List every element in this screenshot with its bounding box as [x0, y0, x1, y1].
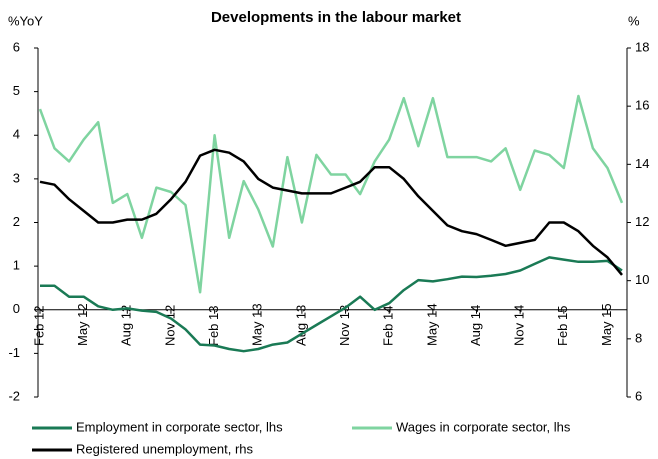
y-tick-label: -2 [8, 388, 20, 403]
x-tick-label: Feb 15 [555, 306, 570, 346]
y-axis-label: %YoY [8, 13, 43, 28]
x-tick-label: Feb 12 [31, 306, 46, 346]
chart-title: Developments in the labour market [211, 9, 461, 26]
x-tick-label: Nov 14 [512, 305, 527, 346]
y-tick-label: 2 [13, 214, 20, 229]
x-tick-label: Feb 13 [206, 306, 221, 346]
x-tick-label: May 12 [75, 303, 90, 346]
y-tick-label: 1 [13, 258, 20, 273]
y-tick-label: -1 [8, 345, 20, 360]
x-tick-label: Feb 14 [381, 306, 396, 346]
y2-axis-label: % [628, 13, 640, 28]
legend-label: Wages in corporate sector, lhs [396, 419, 571, 434]
series-line [39, 148, 623, 276]
x-tick-label: May 14 [424, 303, 439, 346]
y2-tick-label: 18 [635, 39, 649, 54]
y-tick-label: 0 [13, 301, 20, 316]
x-tick-label: May 13 [250, 303, 265, 346]
x-tick-label: May 15 [599, 303, 614, 346]
y2-tick-label: 10 [635, 272, 649, 287]
y-tick-label: 6 [13, 39, 20, 54]
y-tick-label: 3 [13, 170, 20, 185]
x-tick-label: Aug 13 [293, 305, 308, 346]
y2-tick-label: 16 [635, 98, 649, 113]
y2-tick-label: 14 [635, 156, 649, 171]
legend-label: Employment in corporate sector, lhs [76, 419, 283, 434]
series-line [40, 256, 623, 353]
x-tick-label: Nov 12 [162, 305, 177, 346]
y2-tick-label: 6 [635, 388, 642, 403]
series-line [38, 94, 624, 294]
y-tick-label: 4 [13, 127, 20, 142]
y-tick-label: 5 [13, 83, 20, 98]
x-tick-label: Nov 13 [337, 305, 352, 346]
legend-label: Registered unemployment, rhs [76, 441, 254, 456]
x-tick-label: Aug 12 [119, 305, 134, 346]
y2-tick-label: 8 [635, 330, 642, 345]
y2-tick-label: 12 [635, 214, 649, 229]
x-tick-label: Aug 14 [468, 305, 483, 346]
